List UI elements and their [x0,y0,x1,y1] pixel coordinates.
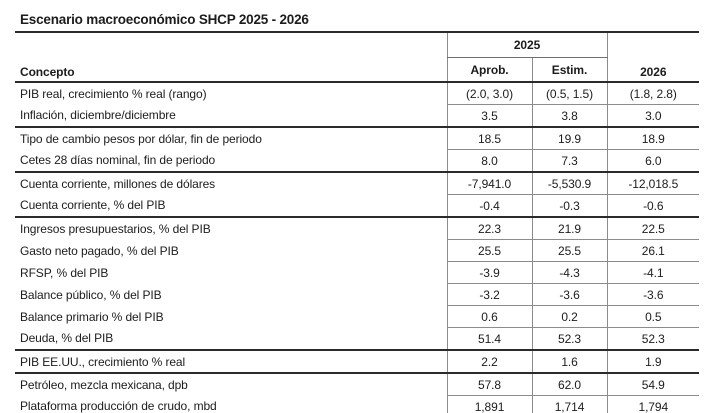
table-row: Cuenta corriente, % del PIB -0.4 -0.3 -0… [15,194,700,218]
row-label: Cetes 28 días nominal, fin de periodo [15,149,447,173]
row-label: PIB real, crecimiento % real (rango) [20,86,207,101]
cell-2026: -4.1 [606,261,700,284]
row-label: Petróleo, mezcla mexicana, dpb [20,377,188,392]
cell-2026: 3.0 [606,104,700,128]
cell-aprob: 57.8 [446,373,532,396]
cell-2026: -0.6 [606,194,700,218]
cell-estim: 1.6 [531,350,608,374]
cell-estim: -5,530.9 [531,172,608,195]
header-2025-group: 2025 [446,32,608,58]
cell-aprob: 0.6 [446,305,532,328]
header-aprob: Aprob. [446,57,532,83]
cell-2026: 1.9 [606,350,700,374]
cell-2026: 52.3 [606,327,700,351]
cell-estim: 1,714 [531,395,608,413]
cell-estim: -3.6 [531,283,608,306]
macro-table: Concepto 2025 2026 Aprob. Estim. PIB rea… [15,31,700,413]
cell-2026: (1.8, 2.8) [606,82,700,105]
table-row: Cetes 28 días nominal, fin de periodo 8.… [15,149,700,173]
cell-2026: 26.1 [606,239,700,262]
cell-aprob: 2.2 [446,350,532,374]
row-label: RFSP, % del PIB [20,265,109,280]
header-row-sub: Aprob. Estim. [15,57,699,83]
cell-2026: 1,794 [606,395,700,413]
cell-estim: 0.2 [531,305,608,328]
cell-aprob: -7,941.0 [446,172,532,195]
cell-aprob: 51.4 [446,327,532,351]
cell-aprob: 22.3 [446,217,532,240]
row-label: Deuda, % del PIB [15,327,447,351]
cell-aprob: (2.0, 3.0) [446,82,532,105]
cell-aprob: -0.4 [446,194,532,218]
row-label: Tipo de cambio pesos por dólar, fin de p… [20,131,262,146]
table-row: PIB EE.UU., crecimiento % real 2.2 1.6 1… [15,350,700,374]
cell-estim: 62.0 [531,373,608,396]
table-row: Balance público, % del PIB -3.2 -3.6 -3.… [15,283,700,306]
cell-estim: 7.3 [531,149,608,173]
cell-2026: 22.5 [606,217,700,240]
cell-2026: 0.5 [606,305,700,328]
cell-2026: 6.0 [606,149,700,173]
cell-estim: 19.9 [531,127,608,150]
cell-aprob: -3.2 [446,283,532,306]
header-estim: Estim. [531,57,608,83]
table-row: Cuenta corriente, millones de dólares -7… [15,172,700,195]
row-label: Inflación, diciembre/diciembre [15,104,447,128]
table-row: Petróleo, mezcla mexicana, dpb 57.8 62.0… [15,373,700,396]
cell-2026: 18.9 [606,127,700,150]
cell-2026: -12,018.5 [606,172,700,195]
cell-aprob: 3.5 [446,104,532,128]
row-label: Plataforma producción de crudo, mbd [15,395,447,413]
table-row: Inflación, diciembre/diciembre 3.5 3.8 3… [15,104,700,128]
table-row: Gasto neto pagado, % del PIB 25.5 25.5 2… [15,239,700,262]
row-label: Balance primario % del PIB [20,309,164,324]
row-label: Cuenta corriente, % del PIB [15,194,447,218]
table-row: Deuda, % del PIB 51.4 52.3 52.3 [15,327,700,351]
table-row: Balance primario % del PIB 0.6 0.2 0.5 [15,305,700,328]
table-row: Ingresos presupuestarios, % del PIB 22.3… [15,217,700,240]
cell-estim: 25.5 [531,239,608,262]
cell-estim: (0.5, 1.5) [531,82,608,105]
cell-aprob: 25.5 [446,239,532,262]
cell-aprob: -3.9 [446,261,532,284]
row-label: Ingresos presupuestarios, % del PIB [20,221,211,236]
cell-2026: 54.9 [606,373,700,396]
table-row: RFSP, % del PIB -3.9 -4.3 -4.1 [15,261,700,284]
cell-estim: -0.3 [531,194,608,218]
row-label: Cuenta corriente, millones de dólares [20,176,216,191]
cell-estim: 21.9 [531,217,608,240]
table-row: Tipo de cambio pesos por dólar, fin de p… [15,127,700,150]
page-title: Escenario macroeconómico SHCP 2025 - 202… [20,12,309,27]
row-label: Balance público, % del PIB [20,287,162,302]
table-row: PIB real, crecimiento % real (rango) (2.… [15,82,700,105]
table-row: Plataforma producción de crudo, mbd 1,89… [15,395,700,413]
header-row-group: Concepto 2025 2026 [15,32,700,83]
cell-estim: 3.8 [531,104,608,128]
header-concept: Concepto [15,32,447,83]
cell-aprob: 18.5 [446,127,532,150]
cell-aprob: 8.0 [446,149,532,173]
row-label: PIB EE.UU., crecimiento % real [15,350,447,374]
header-2026: 2026 [606,32,700,83]
cell-2026: -3.6 [606,283,700,306]
cell-aprob: 1,891 [446,395,532,413]
cell-estim: -4.3 [531,261,608,284]
cell-estim: 52.3 [531,327,608,351]
row-label: Gasto neto pagado, % del PIB [20,243,179,258]
